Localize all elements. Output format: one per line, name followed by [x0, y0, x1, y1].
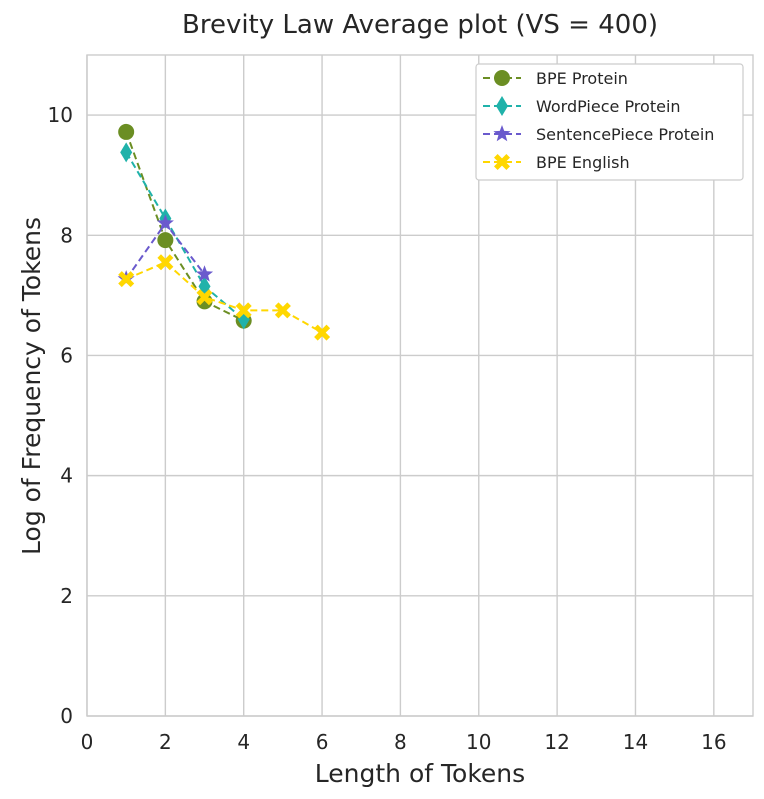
data-point	[118, 123, 135, 140]
y-tick-label: 6	[60, 343, 73, 367]
data-point	[157, 254, 174, 271]
legend-label: SentencePiece Protein	[536, 125, 714, 144]
data-point	[235, 302, 252, 319]
y-tick-label: 0	[60, 704, 73, 728]
series-line	[125, 261, 323, 334]
data-point	[314, 324, 331, 341]
legend-label: WordPiece Protein	[536, 97, 681, 116]
series-3	[118, 254, 331, 341]
tick-labels: 0 2 4 6 8 10 12 14 16 0 2 4 6 8 10	[48, 103, 727, 754]
legend-item: BPE English	[483, 153, 630, 172]
data-point	[120, 142, 133, 163]
legend-marker	[494, 70, 510, 86]
x-tick-label: 10	[466, 730, 491, 754]
legend-marker	[496, 96, 508, 116]
legend-item: SentencePiece Protein	[483, 125, 714, 144]
chart-title: Brevity Law Average plot (VS = 400)	[182, 10, 658, 40]
legend-marker	[494, 154, 510, 170]
data-point	[118, 271, 135, 288]
x-tick-label: 0	[81, 730, 94, 754]
x-tick-label: 12	[544, 730, 569, 754]
legend-box	[475, 63, 744, 181]
data-point	[274, 302, 291, 319]
data-point	[156, 214, 174, 231]
legend-label: BPE English	[536, 153, 630, 172]
x-axis-title: Length of Tokens	[315, 759, 525, 788]
data-point	[196, 265, 214, 282]
y-tick-label: 4	[60, 464, 73, 488]
x-tick-label: 14	[623, 730, 648, 754]
x-tick-label: 4	[237, 730, 250, 754]
data-point	[196, 293, 213, 310]
legend-marker	[493, 125, 511, 142]
series-layer	[117, 123, 331, 341]
x-tick-label: 16	[701, 730, 726, 754]
plot-frame	[86, 54, 754, 717]
legend: BPE Protein WordPiece Protein SentencePiec…	[475, 63, 744, 181]
y-axis-title: Log of Frequency of Tokens	[17, 217, 46, 555]
y-tick-label: 10	[48, 103, 73, 127]
data-point	[157, 232, 174, 249]
x-tick-label: 8	[394, 730, 407, 754]
legend-item: WordPiece Protein	[483, 96, 681, 116]
data-point	[196, 289, 213, 306]
y-tick-label: 2	[60, 584, 73, 608]
legend-item: BPE Protein	[483, 69, 628, 88]
x-tick-label: 2	[159, 730, 172, 754]
x-tick-label: 6	[316, 730, 329, 754]
legend-label: BPE Protein	[536, 69, 628, 88]
y-tick-label: 8	[60, 223, 73, 247]
